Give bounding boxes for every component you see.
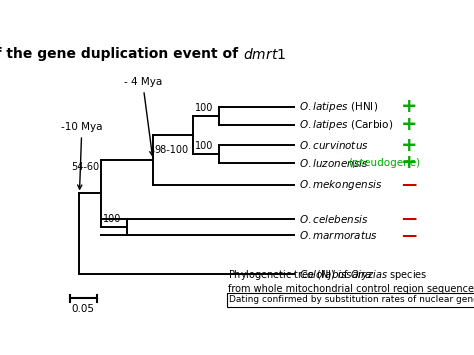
Text: —: —	[401, 177, 417, 192]
Text: $\it{dmrt1}$: $\it{dmrt1}$	[243, 47, 286, 62]
Text: $\it{Cololabis saira}$: $\it{Cololabis saira}$	[299, 268, 372, 280]
Text: (pseudogene): (pseudogene)	[348, 158, 420, 168]
Text: $\it{O. luzonensis}$: $\it{O. luzonensis}$	[299, 157, 368, 169]
Text: +: +	[401, 153, 417, 173]
Text: $\it{O. curvinotus}$: $\it{O. curvinotus}$	[299, 139, 369, 151]
Text: —: —	[401, 228, 417, 243]
Text: +: +	[401, 115, 417, 134]
Text: 100: 100	[103, 214, 122, 224]
Text: $\it{O. mekongensis}$: $\it{O. mekongensis}$	[299, 178, 383, 192]
Text: 100: 100	[195, 103, 214, 113]
Text: +: +	[401, 97, 417, 116]
Text: 100: 100	[195, 141, 214, 151]
Text: 0.05: 0.05	[72, 304, 95, 314]
Text: $\it{O. marmoratus}$: $\it{O. marmoratus}$	[299, 229, 378, 241]
Text: Dating confirmed by substitution rates of nuclear genes: Dating confirmed by substitution rates o…	[229, 295, 474, 305]
Text: -10 Mya: -10 Mya	[61, 122, 102, 189]
Text: $\it{O. latipes}$ (HNI): $\it{O. latipes}$ (HNI)	[299, 100, 378, 114]
Text: 54-60: 54-60	[72, 162, 100, 172]
Text: +: +	[401, 136, 417, 155]
Text: —: —	[401, 212, 417, 226]
Text: Dating of the gene duplication event of: Dating of the gene duplication event of	[0, 47, 243, 61]
Text: $\it{O. latipes}$ (Carbio): $\it{O. latipes}$ (Carbio)	[299, 118, 393, 132]
Text: $\it{O. celebensis}$: $\it{O. celebensis}$	[299, 213, 369, 225]
Text: Phylogenetic tree (NJ) of $\it{Oryzias}$ species
from whole mitochondrial contro: Phylogenetic tree (NJ) of $\it{Oryzias}$…	[228, 268, 474, 294]
Text: - 4 Mya: - 4 Mya	[124, 77, 162, 155]
Text: 98-100: 98-100	[155, 145, 189, 155]
